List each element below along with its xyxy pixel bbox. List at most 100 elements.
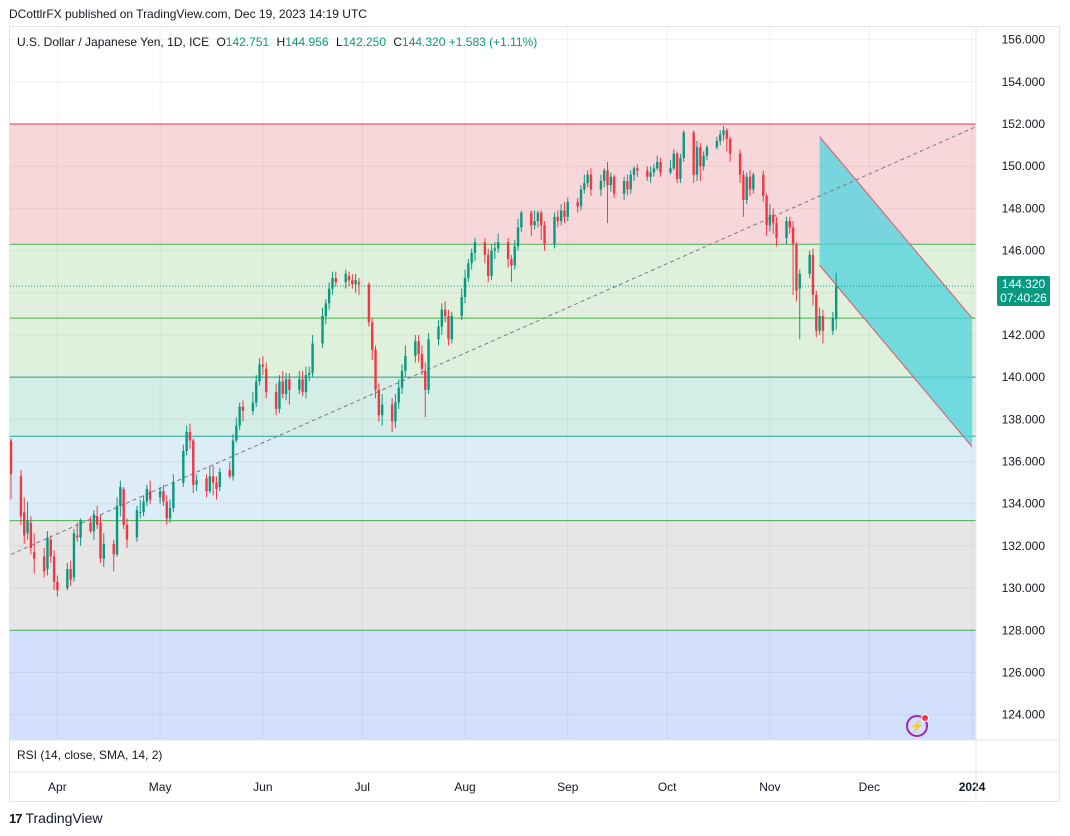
candle-body [52,556,56,582]
candle-body [831,318,835,331]
candle-body [533,221,536,226]
candle-body [775,223,778,238]
candle-body [815,294,818,331]
candle-body [331,278,334,289]
y-axis-tick-label: 134.000 [1002,497,1046,511]
x-axis-tick-label: Sep [557,780,579,794]
candle-body [695,147,699,175]
candle-body [576,202,579,207]
x-axis-tick-label: Oct [658,780,677,794]
candle-body [32,552,36,559]
candle-body [122,488,125,525]
y-axis-tick-label: 132.000 [1002,539,1046,553]
candle-body [636,168,639,171]
candle-body [125,524,129,540]
candle-body [437,326,440,340]
candle-body [23,512,26,536]
y-axis-tick-label: 126.000 [1002,665,1046,679]
candle-body [612,176,616,194]
y-axis-tick-label: 138.000 [1002,412,1046,426]
candle-body [66,569,69,589]
candle-body [652,168,656,173]
candle-body [460,297,463,316]
candle-body [586,174,589,184]
candle-body [29,522,33,549]
x-axis-tick-label: Apr [48,780,67,794]
candle-body [288,379,291,390]
candle-body [311,343,314,373]
candle-body [89,522,92,532]
candle-body [192,440,195,485]
candle-body [119,486,122,506]
candle-body [172,482,175,508]
y-axis-tick-label: 146.000 [1002,244,1046,258]
price-zone [10,630,976,740]
candle-body [496,242,500,249]
candle-body [135,510,139,538]
candle-body [76,535,79,538]
candle-body [589,174,593,190]
candle-body [493,248,497,251]
candle-body [718,134,722,141]
candle-body [148,491,152,500]
channel-lower-line [819,265,973,448]
rsi-indicator-label[interactable]: RSI (14, close, SMA, 14, 2) [17,748,163,762]
candle-body [646,170,649,177]
change-value: +1.583 (+1.11%) [448,35,538,49]
candle-body [599,180,603,190]
candle-body [626,180,629,190]
candle-body [42,556,46,572]
candle-body [374,349,377,390]
candle-body [682,132,685,158]
candle-body [649,172,652,177]
y-axis-tick-label: 124.000 [1002,708,1046,722]
candle-body [440,309,444,327]
candle-body [139,512,142,514]
candle-body [188,432,192,441]
price-zone [10,436,976,521]
price-zone [10,520,976,631]
candle-body [10,440,13,475]
x-axis-tick-label: Jun [253,780,272,794]
candle-body [516,227,520,247]
candle-body [543,225,546,245]
candle-body [788,221,791,228]
y-axis-tick-label: 148.000 [1002,201,1046,215]
x-axis-tick-label: May [149,780,172,794]
open-label: O [216,35,226,49]
x-axis-tick-label: Jul [355,780,370,794]
tradingview-logo[interactable]: 17 TradingView [9,810,103,826]
candle-body [380,404,384,416]
price-zone [10,244,976,319]
candle-body [208,476,212,492]
x-axis-tick-label: Aug [454,780,475,794]
candle-body [629,174,632,190]
candle-body [46,537,49,570]
chart-frame [9,26,1060,802]
candle-body [752,174,755,190]
candle-body [487,254,490,276]
candle-body [354,280,357,285]
candle-body [99,522,102,559]
candle-body [675,153,679,179]
candle-body [821,315,825,331]
candle-body [344,273,347,283]
candle-body [321,315,324,344]
candle-body [19,476,23,517]
y-axis-tick-label: 130.000 [1002,581,1046,595]
candle-body [795,244,798,291]
candle-body [231,440,235,477]
x-axis-tick-label: Dec [859,780,880,794]
candle-body [79,520,82,538]
candle-body [195,480,198,485]
price-zone [10,377,976,437]
candle-body [632,168,636,175]
candle-body [255,381,258,403]
candle-body [659,162,662,173]
candle-body [56,581,59,591]
candle-body [834,286,838,320]
lightning-icon[interactable]: ⚡ [906,715,928,737]
candle-body [579,189,583,207]
candle-body [473,242,477,253]
